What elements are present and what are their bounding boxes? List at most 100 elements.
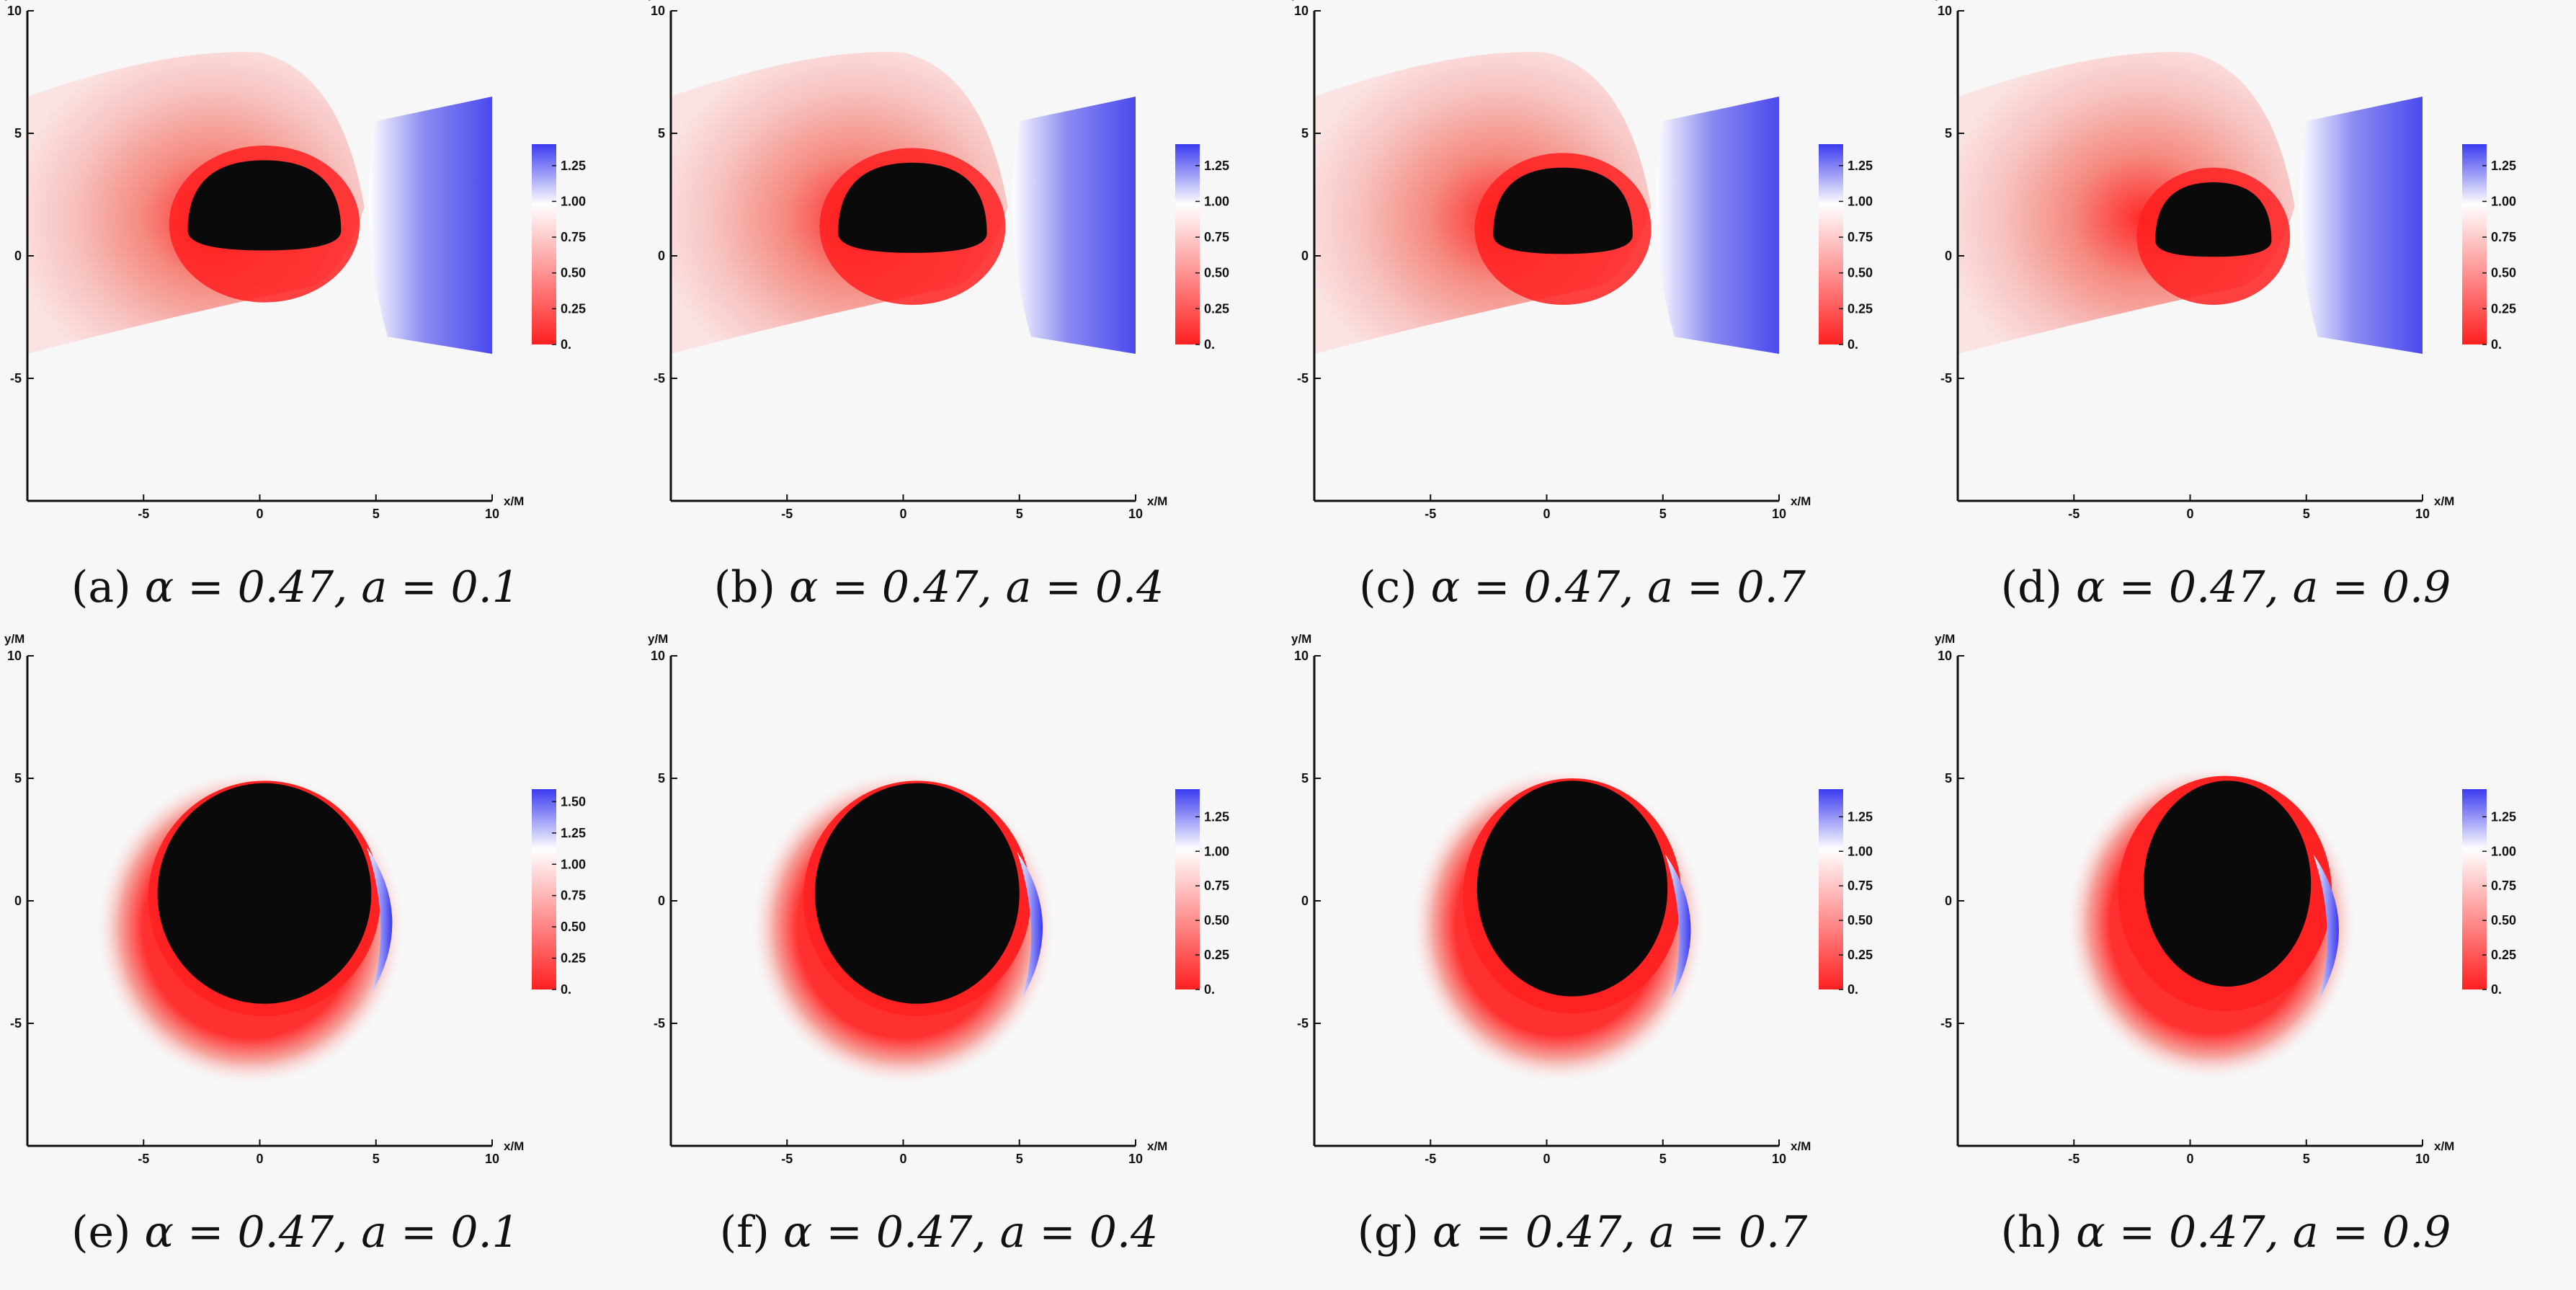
blueshift-region bbox=[2299, 97, 2423, 354]
panel-caption: (e) α = 0.47, a = 0.1 bbox=[0, 1207, 591, 1258]
x-tick-label: -5 bbox=[2068, 507, 2080, 521]
colorbar-tick-label: 1.25 bbox=[561, 826, 586, 840]
y-tick-label: -5 bbox=[1940, 1016, 1952, 1031]
y-axis-label: y/M bbox=[1935, 0, 1955, 1]
x-tick-label: 5 bbox=[1659, 1152, 1667, 1166]
x-tick-label: 10 bbox=[2415, 507, 2430, 521]
colorbar-tick-label: 1.00 bbox=[1204, 844, 1229, 858]
x-tick-label: 5 bbox=[373, 1152, 380, 1166]
x-tick-label: 10 bbox=[2415, 1152, 2430, 1166]
y-tick-label: 5 bbox=[1301, 126, 1309, 141]
colorbar-tick-label: 1.25 bbox=[561, 159, 586, 173]
colorbar-tick-label: 1.50 bbox=[561, 794, 586, 809]
colorbar-tick-label: 0.50 bbox=[561, 920, 586, 934]
colorbar-tick-label: 0.25 bbox=[1848, 948, 1873, 962]
x-tick-label: 5 bbox=[2303, 1152, 2310, 1166]
colorbar bbox=[532, 789, 556, 989]
panel-caption: (g) α = 0.47, a = 0.7 bbox=[1287, 1207, 1878, 1258]
panel-f: -5 0 5 10 10 5 0 -5 x/M y/M 1.25 1.00 0.75 0.50 0.25 0.… bbox=[643, 632, 1287, 1290]
colorbar-tick-label: 0.75 bbox=[1204, 878, 1229, 893]
colorbar-tick-label: 0. bbox=[2491, 337, 2502, 352]
blueshift-region bbox=[1012, 97, 1136, 354]
panel-c: -5 0 5 10 10 5 0 -5 x/M y/M 1.25 1.00 0.75 0.50 0.25 0.… bbox=[1287, 0, 1930, 645]
colorbar-tick-label: 0. bbox=[1848, 982, 1858, 997]
y-tick-label: 5 bbox=[658, 126, 665, 141]
y-axis-label: y/M bbox=[4, 632, 24, 646]
black-hole-shadow bbox=[1476, 780, 1668, 997]
panel-caption: (f) α = 0.47, a = 0.4 bbox=[643, 1207, 1234, 1258]
caption-parameters: α = 0.47, a = 0.7 bbox=[1430, 562, 1806, 613]
x-tick-label: 5 bbox=[373, 507, 380, 521]
blueshift-region bbox=[1655, 97, 1779, 354]
colorbar-tick-label: 1.00 bbox=[1204, 194, 1229, 208]
caption-parameters: α = 0.47, a = 0.9 bbox=[2076, 1207, 2451, 1258]
caption-label: (g) bbox=[1357, 1207, 1419, 1258]
colorbar-tick-label: 1.00 bbox=[1848, 194, 1873, 208]
heatmap-plot: -5 0 5 10 10 5 0 -5 x/M y/M 1.25 1.00 0.75 0.50 0.25 0. bbox=[1291, 0, 1873, 521]
black-hole-shadow bbox=[2144, 780, 2312, 987]
colorbar-tick-label: 0. bbox=[1204, 337, 1215, 352]
x-axis-label: x/M bbox=[1791, 494, 1811, 508]
heatmap-plot: -5 0 5 10 10 5 0 -5 x/M y/M 1.25 1.00 0.75 0.50 0.25 0. bbox=[4, 0, 586, 521]
colorbar-tick-label: 0.50 bbox=[1848, 266, 1873, 280]
colorbar-tick-label: 0.75 bbox=[1848, 230, 1873, 244]
caption-parameters: α = 0.47, a = 0.7 bbox=[1432, 1207, 1808, 1258]
colorbar-tick-label: 0. bbox=[561, 982, 571, 997]
y-tick-label: 0 bbox=[658, 249, 665, 263]
heatmap-plot: -5 0 5 10 10 5 0 -5 x/M y/M 1.25 1.00 0.75 0.50 0.25 0. bbox=[1935, 0, 2516, 521]
colorbar-tick-label: 0.25 bbox=[2491, 301, 2516, 316]
panel-caption: (d) α = 0.47, a = 0.9 bbox=[1930, 562, 2521, 613]
colorbar-tick-label: 0.50 bbox=[2491, 266, 2516, 280]
colorbar-tick-label: 0.75 bbox=[561, 889, 586, 903]
y-axis-label: y/M bbox=[648, 632, 668, 646]
colorbar-tick-label: 0.50 bbox=[1204, 913, 1229, 928]
panel-caption: (b) α = 0.47, a = 0.4 bbox=[643, 562, 1234, 613]
panel-a: -5 0 5 10 10 5 0 -5 x/M y/M 1.25 1.00 0.75 0.50 0.25 0.… bbox=[0, 0, 643, 645]
colorbar-tick-label: 1.25 bbox=[2491, 809, 2516, 824]
x-tick-label: -5 bbox=[1425, 1152, 1436, 1166]
x-tick-label: 0 bbox=[2186, 1152, 2193, 1166]
x-tick-label: 5 bbox=[2303, 507, 2310, 521]
x-axis-label: x/M bbox=[1147, 494, 1167, 508]
colorbar-tick-label: 0. bbox=[1204, 982, 1215, 997]
caption-label: (b) bbox=[713, 562, 775, 613]
caption-parameters: α = 0.47, a = 0.4 bbox=[783, 1207, 1159, 1258]
x-axis-label: x/M bbox=[1147, 1139, 1167, 1153]
y-tick-label: 5 bbox=[658, 771, 665, 786]
colorbar-tick-label: 0. bbox=[561, 337, 571, 352]
colorbar-tick-label: 0.25 bbox=[1204, 301, 1229, 316]
x-axis-label: x/M bbox=[504, 494, 524, 508]
x-tick-label: -5 bbox=[1425, 507, 1436, 521]
colorbar bbox=[1819, 789, 1843, 989]
heatmap-plot: -5 0 5 10 10 5 0 -5 x/M y/M 1.25 1.00 0.75 0.50 0.25 0. bbox=[648, 0, 1229, 521]
panel-caption: (a) α = 0.47, a = 0.1 bbox=[0, 562, 591, 613]
colorbar-tick-label: 0.25 bbox=[2491, 948, 2516, 962]
colorbar-tick-label: 0.50 bbox=[1204, 266, 1229, 280]
panel-caption: (c) α = 0.47, a = 0.7 bbox=[1287, 562, 1878, 613]
colorbar-tick-label: 1.25 bbox=[1204, 809, 1229, 824]
y-tick-label: 5 bbox=[1945, 126, 1952, 141]
x-tick-label: -5 bbox=[781, 507, 793, 521]
colorbar-tick-label: 1.00 bbox=[2491, 194, 2516, 208]
black-hole-shadow bbox=[814, 783, 1020, 1004]
x-tick-label: 5 bbox=[1659, 507, 1667, 521]
y-tick-label: 5 bbox=[14, 126, 22, 141]
y-axis-label: y/M bbox=[1935, 632, 1955, 646]
panel-caption: (h) α = 0.47, a = 0.9 bbox=[1930, 1207, 2521, 1258]
y-tick-label: 10 bbox=[7, 4, 22, 18]
heatmap-plot: -5 0 5 10 10 5 0 -5 x/M y/M 1.25 1.00 0.75 0.50 0.25 0. bbox=[648, 632, 1229, 1166]
blueshift-crescent bbox=[2313, 854, 2339, 1002]
x-axis-label: x/M bbox=[504, 1139, 524, 1153]
y-axis-label: y/M bbox=[648, 0, 668, 1]
colorbar bbox=[1175, 789, 1200, 989]
y-tick-label: 10 bbox=[1938, 4, 1952, 18]
y-tick-label: 0 bbox=[658, 894, 665, 908]
heatmap-plot: -5 0 5 10 10 5 0 -5 x/M y/M 1.25 1.00 0.75 0.50 0.25 0. bbox=[1291, 632, 1873, 1166]
colorbar bbox=[532, 144, 556, 344]
colorbar-tick-label: 1.00 bbox=[1848, 844, 1873, 858]
caption-parameters: α = 0.47, a = 0.1 bbox=[144, 1207, 520, 1258]
x-tick-label: -5 bbox=[2068, 1152, 2080, 1166]
y-tick-label: 10 bbox=[1294, 649, 1309, 663]
x-tick-label: 0 bbox=[2186, 507, 2193, 521]
x-tick-label: -5 bbox=[138, 507, 149, 521]
